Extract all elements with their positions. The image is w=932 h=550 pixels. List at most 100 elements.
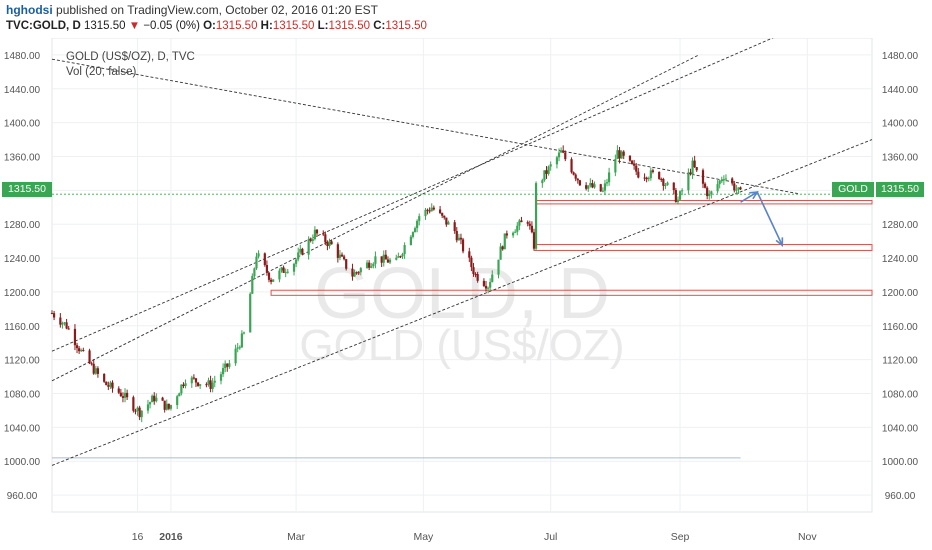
candle-body bbox=[543, 170, 546, 181]
candle-body bbox=[570, 159, 573, 173]
candle-body bbox=[647, 178, 650, 180]
candle-body bbox=[587, 185, 590, 189]
y-tick-label-left: 1200.00 bbox=[4, 288, 41, 299]
candle-body bbox=[90, 363, 93, 365]
author-link[interactable]: hghodsi bbox=[6, 3, 53, 17]
candle-body bbox=[140, 410, 143, 418]
candle-body bbox=[251, 275, 254, 294]
candle-body bbox=[96, 368, 100, 374]
candle-body bbox=[330, 241, 333, 245]
open-label: O: bbox=[203, 20, 216, 32]
candle-body bbox=[82, 349, 85, 351]
x-tick-label: May bbox=[413, 531, 434, 543]
candle-body bbox=[397, 256, 400, 258]
candle-body bbox=[676, 199, 680, 203]
candle-body bbox=[374, 256, 377, 264]
candle-body bbox=[282, 267, 285, 273]
x-tick-label: Mar bbox=[287, 531, 306, 543]
candle-body bbox=[637, 171, 640, 178]
candle-body bbox=[315, 229, 319, 234]
candle-body bbox=[687, 172, 690, 191]
candle-body bbox=[503, 233, 506, 250]
y-tick-label-right: 1400.00 bbox=[882, 119, 919, 130]
candle-body bbox=[560, 150, 563, 153]
candle-body bbox=[526, 222, 529, 224]
candle-body bbox=[512, 232, 515, 236]
candle-body bbox=[263, 253, 266, 265]
candle-body bbox=[132, 397, 135, 411]
candle-body bbox=[411, 232, 415, 237]
y-tick-label-right: 1080.00 bbox=[882, 390, 919, 401]
trend-line bbox=[51, 58, 800, 195]
y-tick-label-right: 1240.00 bbox=[882, 254, 919, 265]
candle-body bbox=[472, 267, 475, 274]
candle-body bbox=[457, 237, 460, 241]
candle-body bbox=[739, 187, 742, 190]
candle-body bbox=[280, 267, 283, 271]
candle-body bbox=[226, 363, 229, 367]
candle-body bbox=[428, 210, 431, 212]
candle-body bbox=[520, 220, 523, 223]
arrow-head-icon bbox=[775, 237, 784, 248]
symbol-label: TVC:GOLD, D bbox=[6, 20, 81, 32]
candle-body bbox=[651, 170, 655, 172]
candle-body bbox=[353, 272, 356, 277]
candle-body bbox=[238, 347, 241, 349]
last-price-badge-left: 1315.50 bbox=[2, 182, 52, 197]
y-tick-label-left: 1400.00 bbox=[4, 119, 41, 130]
candle-body bbox=[722, 179, 725, 181]
candle-body bbox=[219, 374, 223, 381]
candle-body bbox=[532, 232, 536, 249]
candle-body bbox=[163, 400, 166, 410]
candle-body bbox=[65, 322, 68, 329]
candle-body bbox=[182, 384, 185, 387]
candle-body bbox=[489, 281, 492, 288]
candle-body bbox=[292, 263, 296, 272]
y-tick-label-right: 1160.00 bbox=[882, 322, 918, 333]
y-tick-label-left: 1160.00 bbox=[4, 322, 40, 333]
candle-body bbox=[633, 164, 636, 166]
candle-body bbox=[643, 177, 646, 179]
candle-body bbox=[121, 396, 125, 398]
candle-body bbox=[426, 209, 429, 211]
candle-body bbox=[311, 239, 314, 241]
price-chart[interactable]: 960.00 960.00 1000.00 1000.00 1040.00 1040.00… bbox=[0, 38, 932, 550]
trend-line bbox=[51, 54, 700, 382]
candle-body bbox=[199, 384, 202, 386]
watermark-name: GOLD (US$/OZ) bbox=[299, 321, 624, 370]
candle-body bbox=[111, 382, 114, 389]
candle-body bbox=[351, 268, 354, 277]
candle-body bbox=[430, 207, 433, 212]
candle-body bbox=[94, 368, 97, 374]
candle-body bbox=[255, 256, 258, 269]
candle-body bbox=[541, 180, 544, 184]
candle-body bbox=[301, 248, 304, 255]
candle-body bbox=[388, 259, 392, 263]
candle-body bbox=[731, 178, 734, 184]
candle-body bbox=[50, 313, 54, 315]
candle-body bbox=[380, 256, 383, 263]
y-tick-label-left: 1080.00 bbox=[4, 390, 41, 401]
low-label: L: bbox=[317, 20, 329, 32]
candle-body bbox=[482, 280, 486, 286]
candle-body bbox=[109, 382, 112, 387]
candle-body bbox=[307, 239, 310, 255]
y-tick-label-right: 1480.00 bbox=[882, 51, 919, 62]
candle-body bbox=[484, 285, 488, 289]
symbol-badge: GOLD bbox=[832, 182, 874, 197]
candle-body bbox=[221, 368, 225, 375]
y-tick-label-right: 1040.00 bbox=[882, 423, 919, 434]
candle-body bbox=[413, 228, 417, 233]
y-tick-label-left: 1240.00 bbox=[4, 254, 41, 265]
candle-body bbox=[443, 215, 446, 218]
candle-body bbox=[324, 234, 327, 243]
y-tick-label-left: 1000.00 bbox=[4, 457, 41, 468]
candle-body bbox=[445, 217, 448, 225]
candle-body bbox=[601, 190, 604, 192]
candle-body bbox=[165, 403, 168, 410]
y-tick-label-right: 1200.00 bbox=[882, 288, 919, 299]
candle-body bbox=[134, 410, 137, 412]
candle-body bbox=[518, 220, 521, 226]
candle-body bbox=[343, 256, 346, 260]
candle-body bbox=[178, 393, 181, 397]
